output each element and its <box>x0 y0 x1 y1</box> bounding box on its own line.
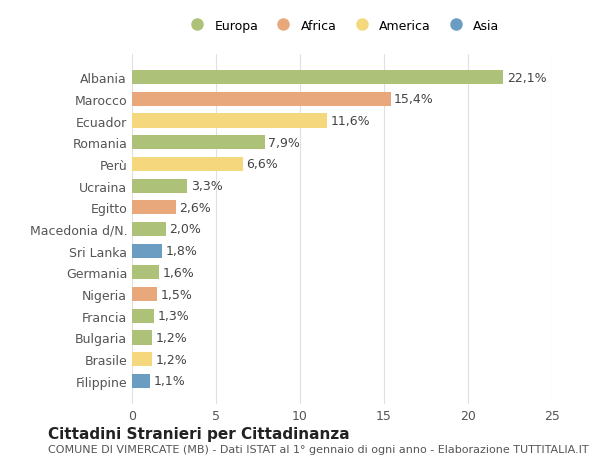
Text: 1,5%: 1,5% <box>161 288 193 301</box>
Bar <box>132 244 162 258</box>
Bar <box>132 374 151 388</box>
Text: 3,3%: 3,3% <box>191 180 223 193</box>
Text: 1,1%: 1,1% <box>154 375 185 387</box>
Text: 11,6%: 11,6% <box>330 115 370 128</box>
Bar <box>132 223 166 236</box>
Bar <box>132 287 157 302</box>
Text: 2,6%: 2,6% <box>179 202 211 214</box>
Text: 6,6%: 6,6% <box>246 158 278 171</box>
Text: 22,1%: 22,1% <box>506 72 546 84</box>
Text: 1,6%: 1,6% <box>162 266 194 279</box>
Bar <box>132 330 152 345</box>
Bar <box>132 309 154 323</box>
Bar <box>132 136 265 150</box>
Text: 15,4%: 15,4% <box>394 93 434 106</box>
Bar <box>132 93 391 106</box>
Text: COMUNE DI VIMERCATE (MB) - Dati ISTAT al 1° gennaio di ogni anno - Elaborazione : COMUNE DI VIMERCATE (MB) - Dati ISTAT al… <box>48 444 589 454</box>
Text: 2,0%: 2,0% <box>169 223 201 236</box>
Text: Cittadini Stranieri per Cittadinanza: Cittadini Stranieri per Cittadinanza <box>48 425 350 441</box>
Text: 1,8%: 1,8% <box>166 245 197 257</box>
Legend: Europa, Africa, America, Asia: Europa, Africa, America, Asia <box>181 16 503 36</box>
Bar <box>132 266 159 280</box>
Bar <box>132 114 327 129</box>
Bar <box>132 179 187 193</box>
Bar <box>132 157 243 172</box>
Bar <box>132 353 152 366</box>
Text: 1,3%: 1,3% <box>157 310 189 323</box>
Text: 7,9%: 7,9% <box>268 136 300 149</box>
Text: 1,2%: 1,2% <box>155 353 187 366</box>
Text: 1,2%: 1,2% <box>155 331 187 344</box>
Bar <box>132 201 176 215</box>
Bar <box>132 71 503 85</box>
